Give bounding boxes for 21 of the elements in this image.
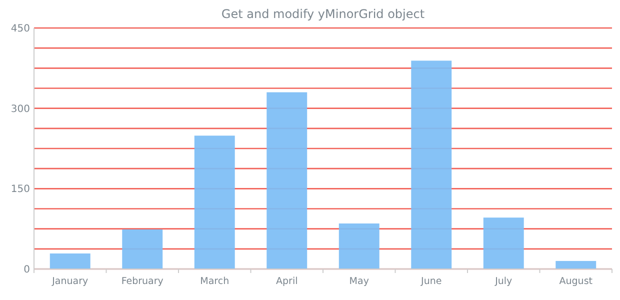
y-tick-label: 0 — [24, 264, 30, 276]
x-tick-label: August — [559, 276, 593, 287]
x-tick-label: June — [420, 276, 442, 287]
bar — [194, 136, 235, 269]
bar — [266, 92, 308, 269]
bar — [483, 218, 524, 269]
x-tick-label: March — [200, 276, 230, 287]
x-tick-label: February — [121, 276, 164, 287]
x-tick-label: January — [51, 276, 89, 287]
bar — [338, 223, 380, 269]
x-tick-label: April — [276, 276, 298, 287]
chart-title: Get and modify yMinorGrid object — [221, 7, 425, 21]
bar — [556, 260, 596, 269]
y-tick-label: 450 — [10, 24, 30, 34]
bar — [411, 60, 452, 269]
x-tick-label: July — [494, 276, 513, 287]
x-tick-label: May — [349, 276, 370, 287]
y-tick-label: 150 — [10, 184, 30, 196]
bar — [50, 253, 90, 269]
y-tick-label: 300 — [10, 104, 30, 115]
bar — [122, 229, 163, 269]
